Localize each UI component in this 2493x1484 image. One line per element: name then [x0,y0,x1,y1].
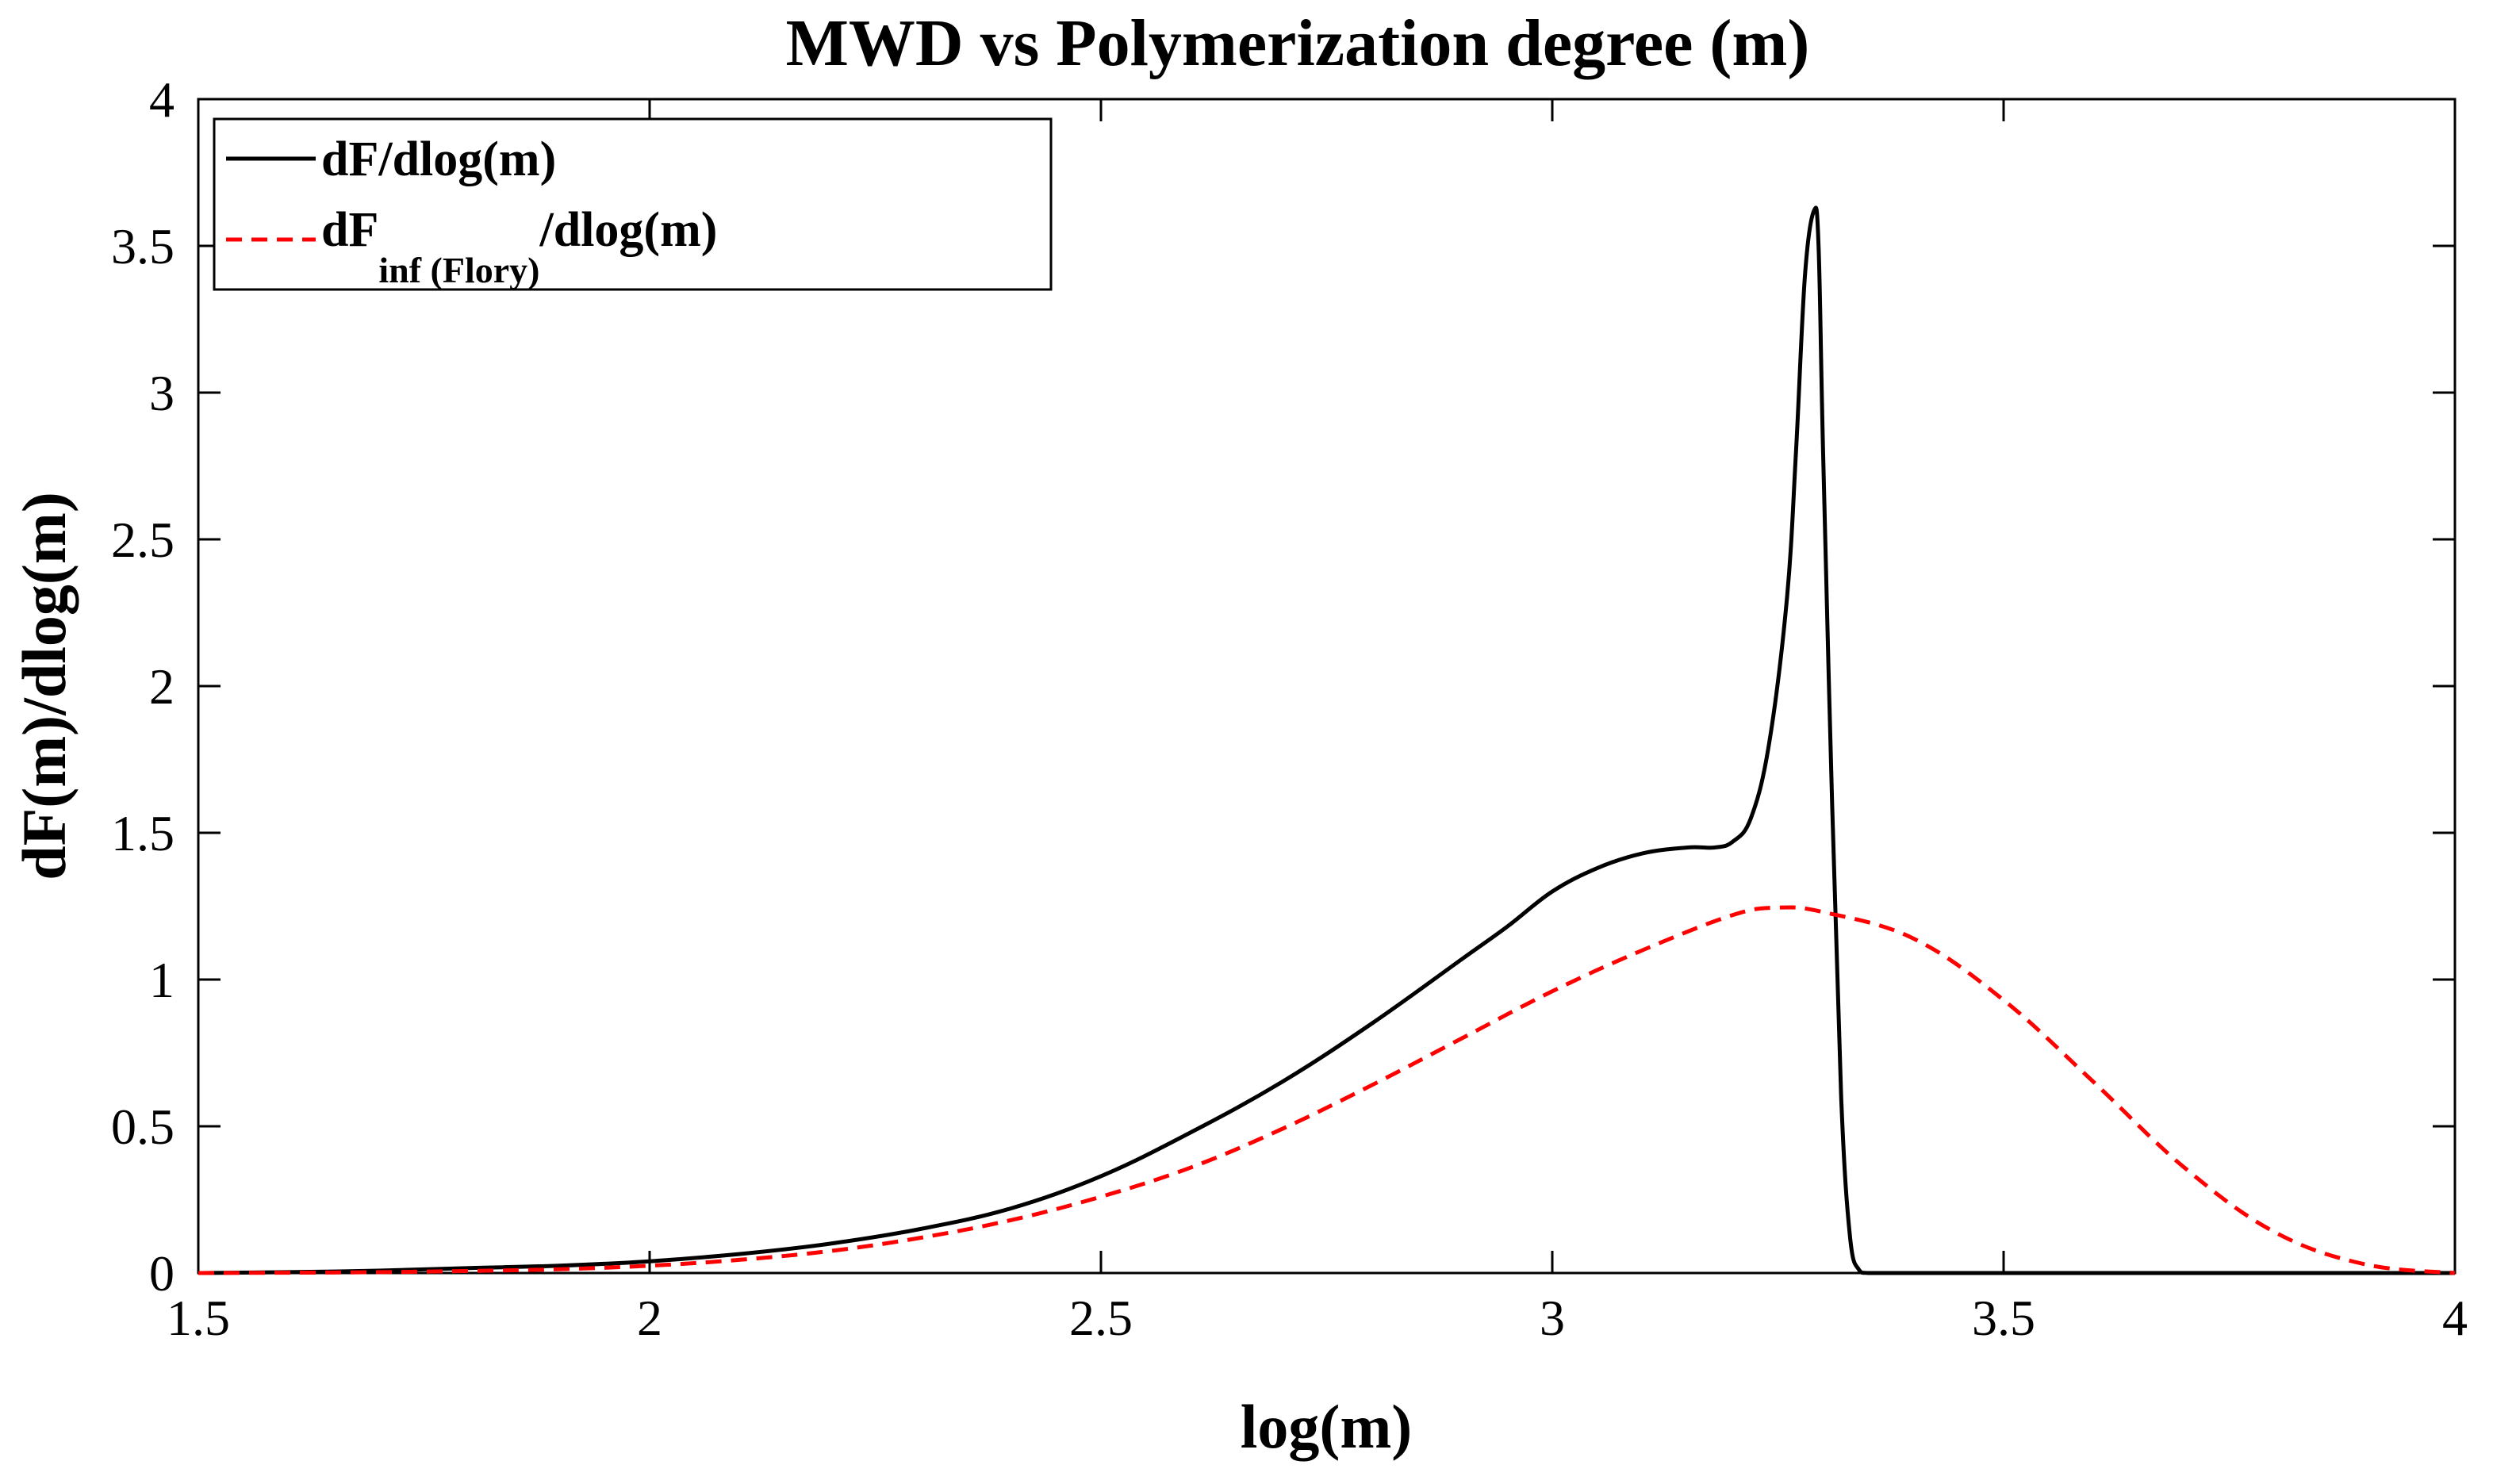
x-tick-label: 3 [1540,1290,1565,1346]
legend-label-flory: dFinf (Flory)/dlog(m) [321,203,717,290]
y-tick-label: 2 [149,658,175,715]
y-tick-label: 0.5 [111,1099,175,1155]
y-tick-label: 3.5 [111,218,175,274]
x-tick-label: 4 [2442,1290,2468,1346]
legend-box [213,117,1053,291]
ticks: 1.5 2 2.5 3 3.5 4 0 0.5 1 1.5 2 2.5 3 3.5 4 [111,71,2468,1346]
plot-area [197,98,2457,1275]
x-tick-label: 1.5 [167,1290,230,1346]
legend: dF/dlog(m) dFinf (Flory)/dlog(m) [213,117,1053,291]
x-axis-label: log(m) [1241,1392,1413,1461]
chart-title: MWD vs Polymerization degree (m) [786,6,1810,80]
series-layer [198,205,2456,1275]
y-tick-label: 4 [149,71,175,128]
y-axis-label: dF(m)/dlog(m) [10,492,79,880]
series-line-df [198,205,2455,1275]
legend-flory-tail: /dlog(m) [539,203,717,257]
x-tick-label: 2 [637,1290,662,1346]
y-tick-label: 1 [149,952,175,1008]
legend-label-df: dF/dlog(m) [321,132,556,186]
x-tick-label: 3.5 [1972,1290,2035,1346]
y-tick-label: 2.5 [111,512,175,568]
legend-flory-sub: inf (Flory) [378,250,539,290]
y-tick-label: 0 [149,1245,175,1302]
legend-flory-main: dF [321,203,378,257]
y-tick-label: 1.5 [111,805,175,861]
x-tick-label: 2.5 [1069,1290,1133,1346]
y-tick-label: 3 [149,365,175,421]
series-line-flory [198,905,2456,1275]
